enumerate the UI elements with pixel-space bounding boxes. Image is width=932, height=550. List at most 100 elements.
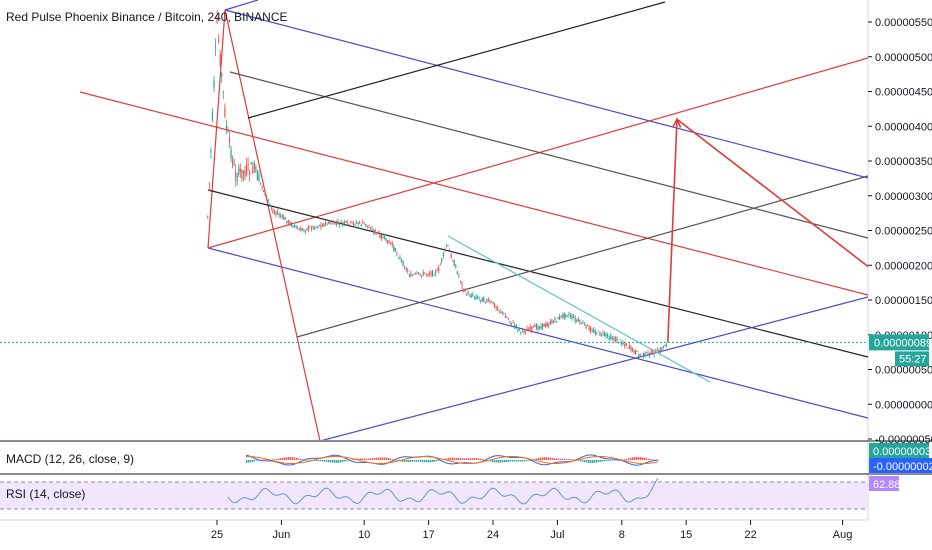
macd-histogram-bar xyxy=(298,458,300,460)
candle-body xyxy=(427,274,429,276)
bar-countdown: 55:27 xyxy=(899,353,927,365)
candle-body xyxy=(537,326,539,330)
candle-body xyxy=(586,325,589,326)
signal-line xyxy=(245,456,659,464)
macd-histogram-bar xyxy=(324,460,326,462)
candle-body xyxy=(331,223,333,225)
candle-body xyxy=(407,270,409,272)
candle-body xyxy=(335,223,338,225)
candle-body xyxy=(449,250,451,251)
macd-histogram-bar xyxy=(352,459,354,460)
macd-histogram-bar xyxy=(334,460,336,463)
candle-body xyxy=(610,335,612,340)
candle-body xyxy=(489,301,491,303)
candle-body xyxy=(552,321,555,324)
candle-body xyxy=(576,319,578,321)
macd-histogram-bar xyxy=(498,460,500,463)
macd-histogram-bar xyxy=(422,460,424,462)
candle-body xyxy=(534,325,536,327)
macd-histogram-bar xyxy=(412,460,414,462)
candle-body xyxy=(411,275,413,276)
macd-histogram-bar xyxy=(652,459,654,461)
candle-body xyxy=(562,314,564,318)
candle-body xyxy=(374,230,376,234)
x-tick-label: Jun xyxy=(273,529,291,541)
candle-body xyxy=(486,300,488,302)
macd-histogram-bar xyxy=(454,457,456,460)
candle-body xyxy=(284,218,286,220)
candle-body xyxy=(332,221,334,224)
candle-body xyxy=(272,209,274,213)
y-tick-label: 0.00000450 xyxy=(875,87,932,99)
candle-body xyxy=(249,171,251,175)
candle-body xyxy=(376,232,378,234)
candle-body xyxy=(641,355,643,357)
price-axis: 0.00000550 0.00000500 0.00000450 0.00000400… xyxy=(868,17,932,446)
macd-histogram-bar xyxy=(396,460,398,461)
macd-histogram-bar xyxy=(364,458,366,460)
macd-histogram-bar xyxy=(472,458,474,460)
candle-body xyxy=(625,343,627,346)
candle-body xyxy=(470,295,472,298)
candle-body xyxy=(218,39,220,42)
macd-histogram-bar xyxy=(562,458,564,460)
candle-body xyxy=(648,355,651,357)
macd-histogram-bar xyxy=(362,458,364,460)
macd-histogram-bar xyxy=(286,457,288,460)
candle-body xyxy=(422,272,424,275)
candle-body xyxy=(624,344,626,347)
candle-body xyxy=(503,313,505,314)
macd-histogram-bar xyxy=(614,460,616,461)
pitchfork-lower-line xyxy=(207,247,868,419)
candle-body xyxy=(506,317,508,318)
macd-histogram-bar xyxy=(496,460,498,463)
candle-body xyxy=(484,301,486,303)
candle-body xyxy=(295,225,297,227)
candle-body xyxy=(424,272,426,274)
candle-body xyxy=(416,272,418,275)
candle-body xyxy=(320,224,322,228)
macd-histogram-bar xyxy=(448,457,450,460)
candle-body xyxy=(523,330,525,333)
candle-body xyxy=(545,323,547,327)
candle-body xyxy=(247,163,249,166)
candle-body xyxy=(529,326,531,330)
macd-histogram-bar xyxy=(508,460,510,462)
candle-body xyxy=(435,271,437,274)
candle-body xyxy=(478,297,480,299)
candle-body xyxy=(585,325,587,329)
candle-body xyxy=(294,225,296,227)
candle-body xyxy=(287,220,289,223)
macd-histogram-bar xyxy=(452,457,454,460)
candle-body xyxy=(515,324,517,327)
candle-body xyxy=(563,313,565,318)
candle-body xyxy=(207,216,209,218)
candle-body xyxy=(419,273,421,275)
candle-body xyxy=(261,186,263,188)
x-tick-label: 15 xyxy=(680,529,692,541)
candle-body xyxy=(559,316,561,320)
candle-body xyxy=(387,240,389,244)
pitchfork-upper-line xyxy=(224,9,868,179)
candle-body xyxy=(652,351,654,355)
macd-histogram-bar xyxy=(382,457,384,460)
candle-body xyxy=(607,334,609,337)
candle-body xyxy=(621,342,623,345)
macd-histogram-bar xyxy=(276,458,278,460)
macd-histogram-bar xyxy=(580,460,582,462)
macd-histogram-bar xyxy=(618,460,620,461)
last-price-value: 0.00000089 xyxy=(874,337,932,349)
macd-histogram-bar xyxy=(408,460,410,462)
macd-histogram-bar xyxy=(322,460,324,462)
macd-histogram-bar xyxy=(418,460,420,462)
candle-body xyxy=(430,272,432,275)
macd-histogram-bar xyxy=(306,460,308,461)
macd-histogram-bar xyxy=(526,460,528,462)
candle-body xyxy=(346,221,348,223)
candle-body xyxy=(452,260,454,262)
candle-body xyxy=(500,312,502,313)
candle-body xyxy=(583,322,586,325)
macd-histogram-bar xyxy=(610,460,612,461)
candle-body xyxy=(509,321,511,323)
